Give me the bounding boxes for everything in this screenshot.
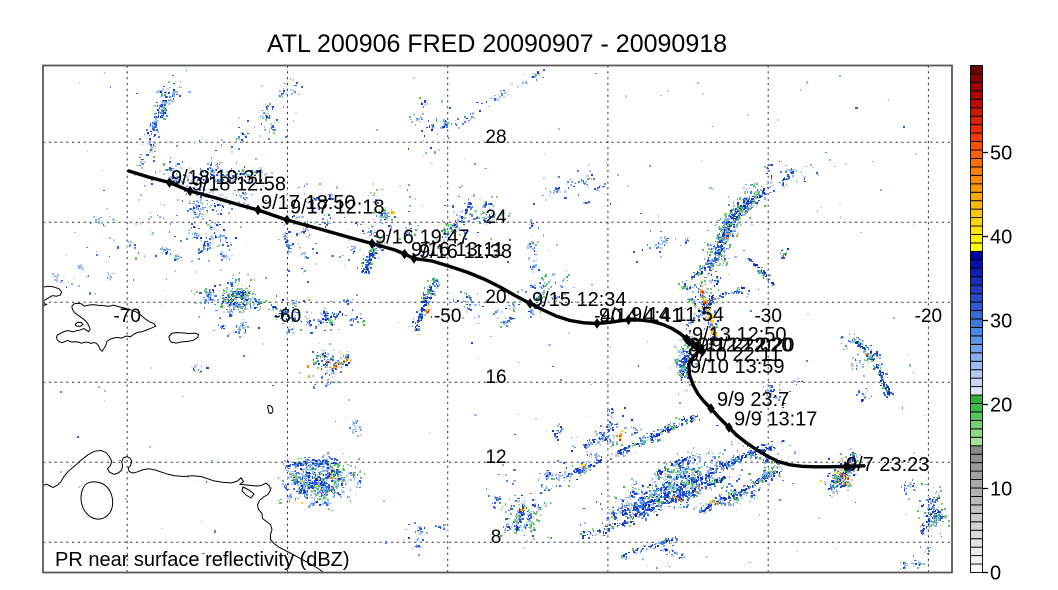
- svg-text:24: 24: [485, 207, 507, 228]
- svg-text:50: 50: [990, 143, 1012, 165]
- svg-text:9/14 4:41: 9/14 4:41: [599, 305, 682, 327]
- svg-text:9/18 12:58: 9/18 12:58: [192, 174, 287, 196]
- svg-text:8: 8: [491, 527, 502, 548]
- svg-text:-70: -70: [113, 306, 140, 327]
- svg-text:9/12 12:20: 9/12 12:20: [698, 335, 793, 357]
- svg-text:9/16 13:11: 9/16 13:11: [411, 239, 504, 261]
- svg-text:9/18 19:31: 9/18 19:31: [171, 167, 266, 189]
- svg-text:9/9 13:17: 9/9 13:17: [734, 409, 817, 431]
- svg-text:9/17 12:18: 9/17 12:18: [290, 197, 385, 219]
- svg-text:9/15 12:34: 9/15 12:34: [532, 289, 627, 311]
- svg-text:16: 16: [485, 367, 506, 388]
- svg-text:-20: -20: [915, 306, 942, 327]
- svg-text:9/10 22:11: 9/10 22:11: [688, 344, 781, 366]
- svg-text:28: 28: [485, 127, 506, 148]
- svg-text:20: 20: [990, 395, 1012, 417]
- svg-text:0: 0: [990, 563, 1001, 585]
- svg-text:9/16 19:47: 9/16 19:47: [375, 227, 470, 249]
- svg-text:20: 20: [485, 287, 506, 308]
- svg-text:9/16 11:38: 9/16 11:38: [419, 241, 512, 263]
- svg-text:30: 30: [990, 311, 1012, 333]
- svg-text:9/9 23:7: 9/9 23:7: [717, 389, 789, 411]
- svg-text:-50: -50: [434, 306, 461, 327]
- svg-text:ATL 200906 FRED 20090907 - 200: ATL 200906 FRED 20090907 - 20090918: [267, 30, 727, 58]
- svg-text:9/17 18:50: 9/17 18:50: [261, 192, 356, 214]
- svg-text:10: 10: [990, 479, 1012, 501]
- svg-text:9/14 11:54: 9/14 11:54: [631, 304, 724, 326]
- svg-text:9/12 2:20: 9/12 2:20: [711, 335, 794, 357]
- svg-text:PR near surface reflectivity (: PR near surface reflectivity (dBZ): [55, 549, 350, 571]
- svg-text:40: 40: [990, 227, 1012, 249]
- svg-text:-30: -30: [754, 306, 781, 327]
- svg-text:9/7 23:23: 9/7 23:23: [846, 454, 929, 476]
- svg-text:12: 12: [485, 447, 506, 468]
- svg-text:-60: -60: [274, 306, 301, 327]
- svg-text:9/11 22:02: 9/11 22:02: [689, 335, 782, 357]
- svg-text:-40: -40: [594, 306, 621, 327]
- svg-text:9/10 13:59: 9/10 13:59: [690, 356, 785, 378]
- svg-text:9/13 12:50: 9/13 12:50: [692, 324, 787, 346]
